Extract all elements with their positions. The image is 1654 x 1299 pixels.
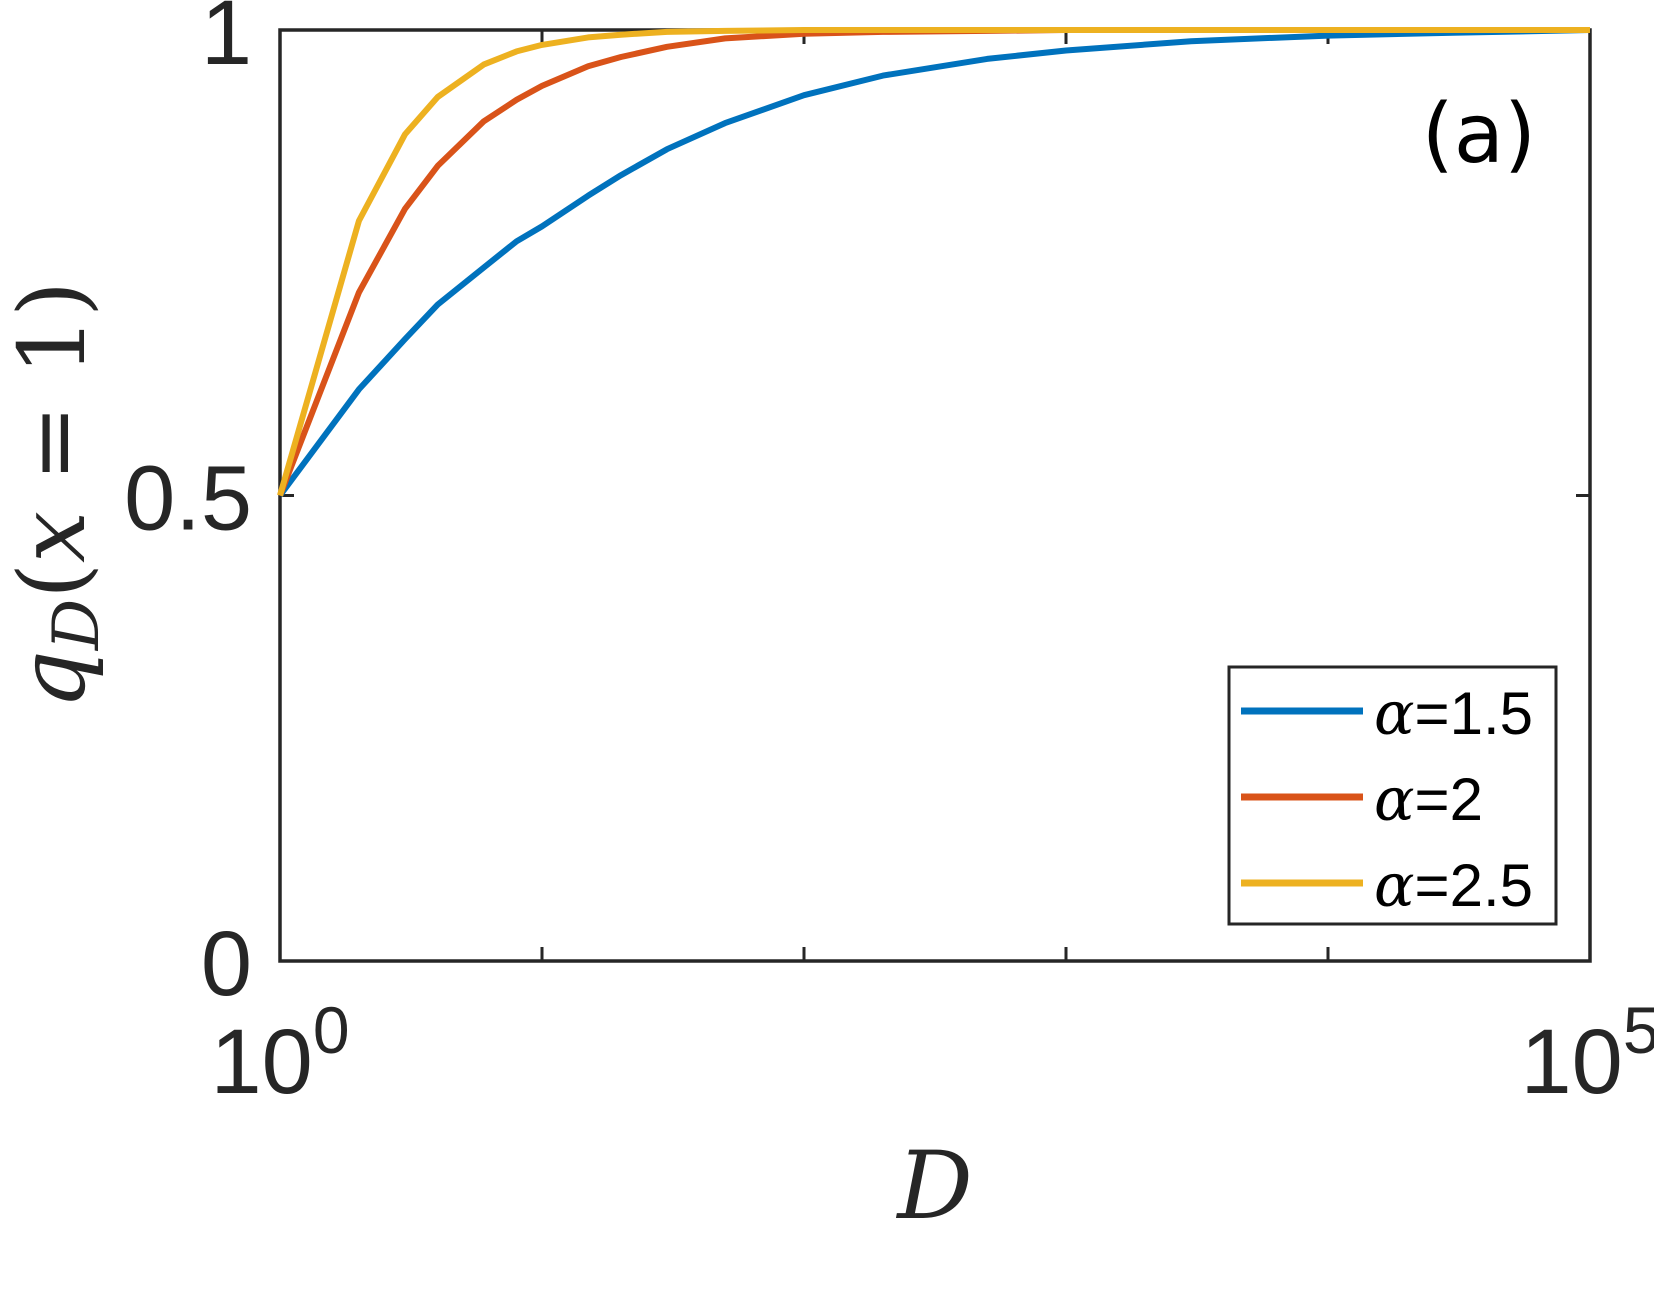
series-line-3: [277, 27, 1590, 497]
y-tick-label: 0.5: [124, 448, 252, 550]
y-axis-title-eq: = 1: [0, 317, 106, 511]
x-tick-label-exponent: 0: [313, 993, 350, 1067]
legend-label-2: α=2: [1374, 765, 1483, 835]
series-line-1: [277, 27, 1591, 498]
x-tick-label-exponent: 5: [1623, 993, 1654, 1067]
legend-alpha-symbol: α: [1374, 679, 1415, 749]
panel-label: (a): [1422, 87, 1536, 182]
legend-alpha-symbol: α: [1374, 765, 1415, 835]
x-tick-label: 100: [210, 993, 349, 1113]
legend-value: =2.5: [1415, 852, 1533, 919]
series-layer: [277, 27, 1591, 498]
y-axis-title-sub: D: [40, 599, 114, 651]
legend-label-1: α=1.5: [1374, 679, 1533, 749]
y-axis-title: qD(x = 1): [0, 281, 114, 709]
x-tick-label-base: 10: [210, 1011, 312, 1113]
y-axis-title-open: (: [0, 563, 106, 599]
legend-alpha-symbol: α: [1374, 851, 1415, 921]
legend-label-3: α=2.5: [1374, 851, 1533, 921]
x-tick-label: 105: [1520, 993, 1654, 1113]
x-tick-label-base: 10: [1520, 1011, 1622, 1113]
y-axis-title-var: x: [0, 511, 106, 563]
y-axis-title-text: qD(x = 1): [0, 281, 114, 709]
y-tick-label: 1: [201, 0, 252, 84]
y-axis-title-q: q: [0, 650, 106, 709]
legend-value: =2: [1415, 766, 1483, 833]
x-axis-title: D: [895, 1132, 972, 1241]
legend: α=1.5α=2α=2.5: [1227, 665, 1558, 926]
y-axis-title-close: ): [0, 281, 106, 317]
legend-value: =1.5: [1415, 680, 1533, 747]
y-tick-label: 0: [201, 913, 252, 1015]
